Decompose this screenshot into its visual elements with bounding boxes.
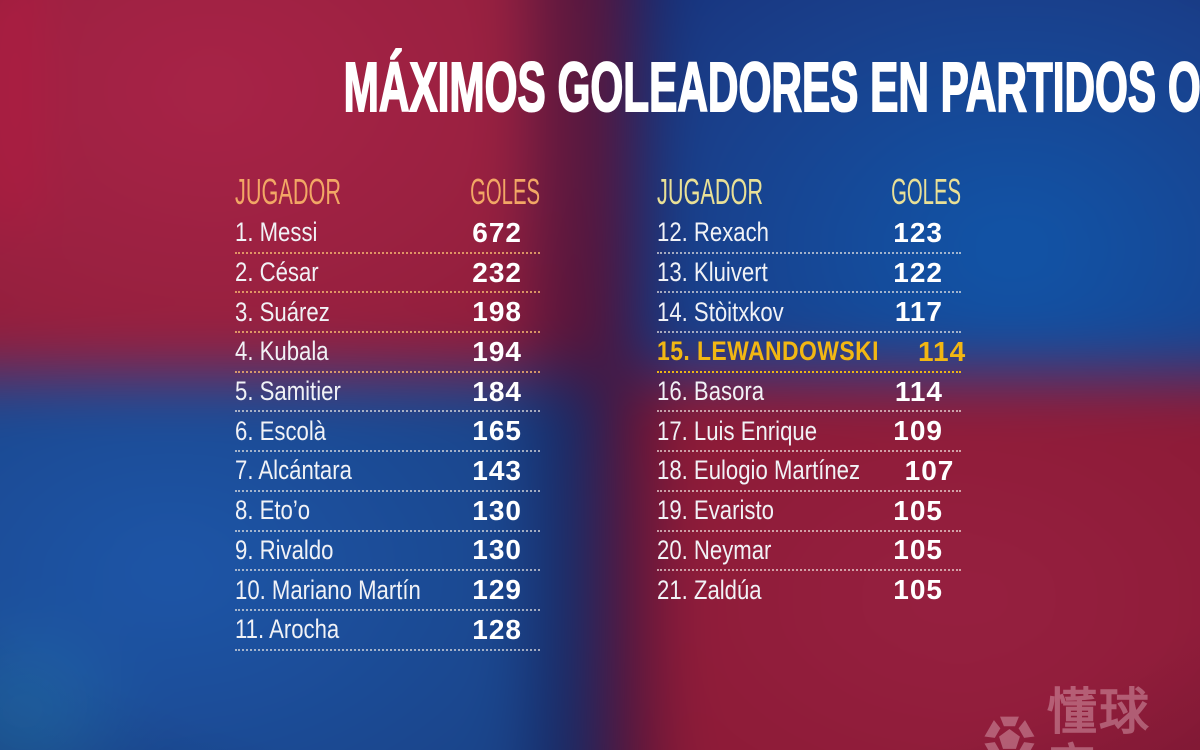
table-row: 6. Escolà 165 [235,412,540,453]
table-header: JUGADOR GOLES [657,170,961,214]
table-row: 17. Luis Enrique 109 [657,412,961,453]
page-title-text: MÁXIMOS GOLEADORES EN PARTIDOS OFICIALES [343,48,1200,126]
background-teal-glow [0,561,186,750]
goals-value: 129 [472,574,522,606]
column-header-goals: GOLES [891,171,961,212]
goals-value: 128 [472,613,522,645]
scorers-table-left: JUGADOR GOLES 1. Messi 672 2. César 232 … [235,170,540,651]
player-label: 12. Rexach [657,217,770,248]
table-row: 2. César 232 [235,254,540,294]
player-label: 21. Zaldúa [657,574,762,605]
player-label: 1. Messi [235,217,318,248]
table-row: 14. Stòitxkov 117 [657,293,961,334]
player-label: 14. Stòitxkov [657,296,784,327]
goals-value: 109 [893,415,943,447]
player-label: 3. Suárez [235,296,330,327]
goals-value: 194 [472,335,522,367]
table-row: 9. Rivaldo 130 [235,532,540,572]
table-row: 3. Suárez 198 [235,293,540,334]
player-label: 20. Neymar [657,534,772,565]
table-row: 18. Eulogio Martínez 107 [657,452,961,492]
goals-value: 130 [472,494,522,526]
goals-value: 114 [918,335,967,367]
goals-value: 105 [893,494,943,526]
table-row: 10. Mariano Martín 129 [235,571,540,611]
goals-value: 114 [894,375,943,407]
player-label: 8. Eto’o [235,495,311,526]
goals-value: 117 [894,296,943,328]
watermark-text: 懂球帝 [1046,684,1151,750]
goals-value: 107 [904,454,955,486]
watermark: 懂球帝 [982,684,1200,750]
table-row: 13. Kluivert 122 [657,254,961,294]
table-row: 16. Basora 114 [657,373,961,413]
goals-value: 165 [472,415,522,447]
table-row: 20. Neymar 105 [657,532,961,572]
page-title: MÁXIMOS GOLEADORES EN PARTIDOS OFICIALES [0,48,1200,126]
player-label: 18. Eulogio Martínez [657,455,861,486]
goals-value: 143 [472,454,522,486]
player-label: 2. César [235,257,319,288]
goals-value: 122 [893,256,943,288]
table-row: 21. Zaldúa 105 [657,571,961,611]
player-label: 11. Arocha [235,614,340,645]
column-header-player: JUGADOR [235,171,341,212]
table-row: 7. Alcántara 143 [235,452,540,492]
column-header-player: JUGADOR [657,171,763,212]
table-header: JUGADOR GOLES [235,170,540,214]
column-header-goals: GOLES [470,171,540,212]
table-row: 4. Kubala 194 [235,333,540,373]
table-row: 19. Evaristo 105 [657,492,961,532]
table-row: 12. Rexach 123 [657,214,961,254]
goals-value: 198 [472,296,522,328]
player-label: 9. Rivaldo [235,534,334,565]
table-row: 5. Samitier 184 [235,373,540,413]
goals-value: 105 [893,574,943,606]
goals-value: 232 [472,256,522,288]
player-label: 6. Escolà [235,415,327,446]
table-row: 11. Arocha 128 [235,611,540,651]
scorers-table-right: JUGADOR GOLES 12. Rexach 123 13. Kluiver… [657,170,965,611]
player-label: 5. Samitier [235,376,341,407]
player-label: 16. Basora [657,376,765,407]
player-label: 19. Evaristo [657,495,774,526]
goals-value: 184 [472,375,522,407]
goals-value: 672 [472,216,522,248]
player-label: 13. Kluivert [657,257,768,288]
table-row: 8. Eto’o 130 [235,492,540,532]
table-row: 15. LEWANDOWSKI 114 [657,333,965,373]
player-label: 7. Alcántara [235,455,352,486]
player-label: 15. LEWANDOWSKI [657,336,879,367]
player-label: 10. Mariano Martín [235,574,421,605]
table-row: 1. Messi 672 [235,214,540,254]
goals-value: 123 [893,216,943,248]
table-rows: 12. Rexach 123 13. Kluivert 122 14. Stòi… [657,214,965,611]
goals-value: 105 [893,534,943,566]
goals-value: 130 [472,534,522,566]
table-rows: 1. Messi 672 2. César 232 3. Suárez 198 … [235,214,540,651]
football-icon [984,716,1035,750]
player-label: 4. Kubala [235,336,329,367]
player-label: 17. Luis Enrique [657,415,818,446]
